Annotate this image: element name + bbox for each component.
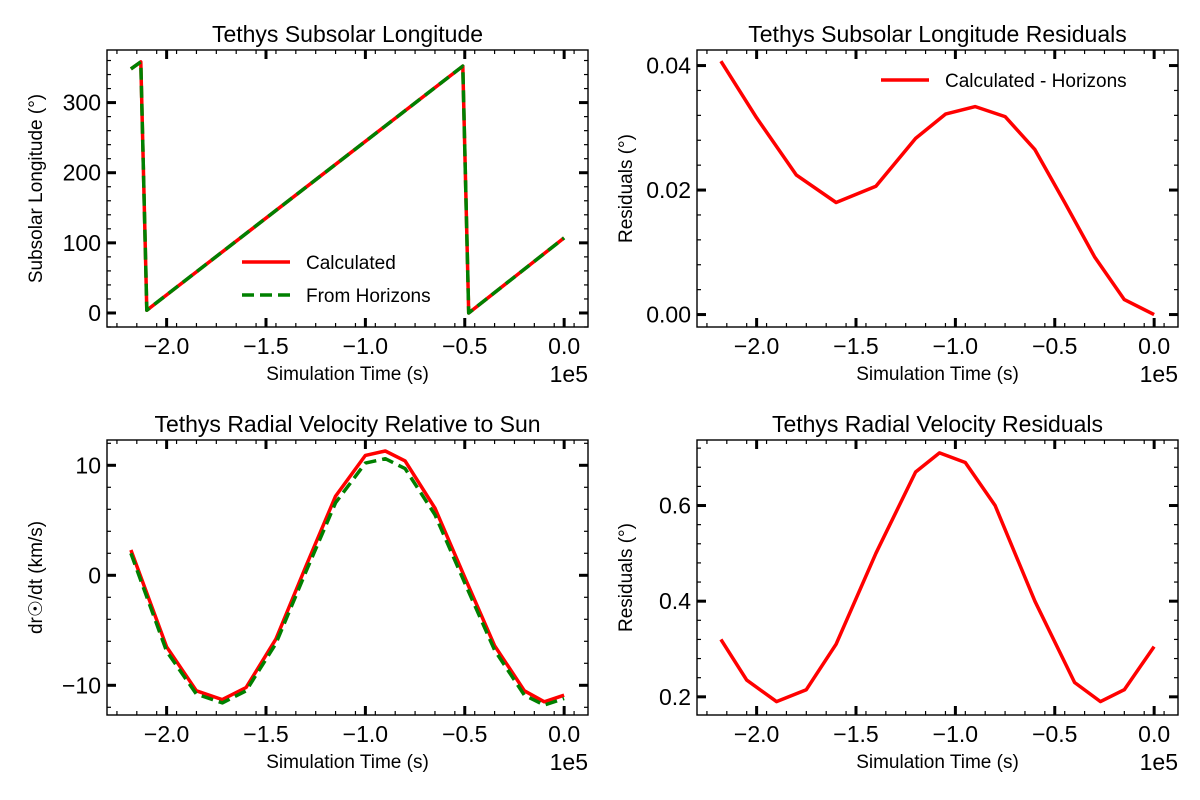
axes-frame (696, 439, 1179, 716)
chart-title: Tethys Radial Velocity Relative to Sun (154, 411, 540, 437)
legend-label: From Horizons (306, 286, 431, 307)
x-axis-label: Simulation Time (s) (856, 364, 1019, 385)
subplot-3: Tethys Radial Velocity Relative to Sun −2… (26, 411, 589, 775)
legend-label: Calculated (306, 253, 396, 274)
x-tick-label: −1.5 (833, 333, 878, 359)
x-tick-label: −1.5 (243, 333, 288, 359)
x-offset-text: 1e5 (550, 749, 588, 775)
y-tick-label: 0.00 (646, 302, 691, 328)
legend-label: Calculated - Horizons (945, 71, 1127, 92)
legend: Calculated From Horizons (242, 253, 431, 307)
axes-frame (106, 49, 589, 328)
y-axis-label: dr☉/dt (km/s) (26, 521, 47, 634)
x-tick-label: −0.5 (442, 721, 487, 747)
x-axis-label: Simulation Time (s) (266, 752, 429, 773)
y-tick-label: 300 (63, 90, 101, 116)
x-tick-label: −1.5 (243, 721, 288, 747)
y-tick-label: 200 (63, 160, 101, 186)
subplot-1: Tethys Subsolar Longitude −2.0 −1.5 −1.0 −0.… (26, 21, 589, 387)
y-tick-label: 100 (63, 230, 101, 256)
y-tick-label: 0 (88, 562, 101, 588)
y-tick-label: 0 (88, 300, 101, 326)
series-line-horizons (129, 60, 566, 315)
y-tick-label: 0.02 (646, 177, 691, 203)
chart-title: Tethys Subsolar Longitude (212, 21, 483, 47)
x-tick-label: 0.0 (1138, 721, 1170, 747)
x-axis-label: Simulation Time (s) (266, 364, 429, 385)
x-tick-label: −1.5 (833, 721, 878, 747)
y-tick-label: 0.04 (646, 53, 691, 79)
x-offset-text: 1e5 (1140, 361, 1178, 387)
x-tick-label: −1.0 (343, 721, 388, 747)
x-tick-label: 0.0 (548, 333, 580, 359)
series-line-horizons (129, 456, 565, 707)
y-tick-label: 0.4 (659, 588, 691, 614)
x-tick-label: −1.0 (933, 721, 978, 747)
chart-title: Tethys Radial Velocity Residuals (772, 411, 1103, 437)
y-tick-label: 0.2 (659, 684, 691, 710)
series-line-calculated (719, 60, 1155, 317)
subplot-2: Tethys Subsolar Longitude Residuals −2.0 −… (616, 21, 1179, 387)
x-tick-label: 0.0 (548, 721, 580, 747)
x-tick-label: −2.0 (734, 333, 779, 359)
axes-frame (696, 49, 1179, 328)
x-tick-label: −0.5 (442, 333, 487, 359)
x-tick-label: −2.0 (734, 721, 779, 747)
y-axis-label: Subsolar Longitude (°) (26, 94, 47, 283)
x-tick-label: −1.0 (933, 333, 978, 359)
x-tick-label: −0.5 (1032, 333, 1077, 359)
x-tick-label: −0.5 (1032, 721, 1077, 747)
series-line-calculated (129, 60, 566, 315)
x-axis-label: Simulation Time (s) (856, 752, 1019, 773)
subplot-4: Tethys Radial Velocity Residuals −2.0 −1.5… (616, 411, 1179, 775)
y-axis-label: Residuals (°) (616, 134, 637, 243)
x-offset-text: 1e5 (1140, 749, 1178, 775)
y-axis-label: Residuals (°) (616, 523, 637, 632)
x-tick-label: 0.0 (1138, 333, 1170, 359)
axes-frame (106, 439, 589, 716)
x-tick-label: −1.0 (343, 333, 388, 359)
x-offset-text: 1e5 (550, 361, 588, 387)
y-tick-label: −10 (62, 672, 101, 698)
chart-title: Tethys Subsolar Longitude Residuals (748, 21, 1126, 47)
legend: Calculated - Horizons (881, 71, 1127, 92)
series-line-calculated (129, 449, 565, 704)
y-tick-label: 0.6 (659, 493, 691, 519)
series-line-calculated (719, 451, 1156, 704)
x-tick-label: −2.0 (144, 721, 189, 747)
x-tick-label: −2.0 (144, 333, 189, 359)
y-tick-label: 10 (75, 452, 101, 478)
